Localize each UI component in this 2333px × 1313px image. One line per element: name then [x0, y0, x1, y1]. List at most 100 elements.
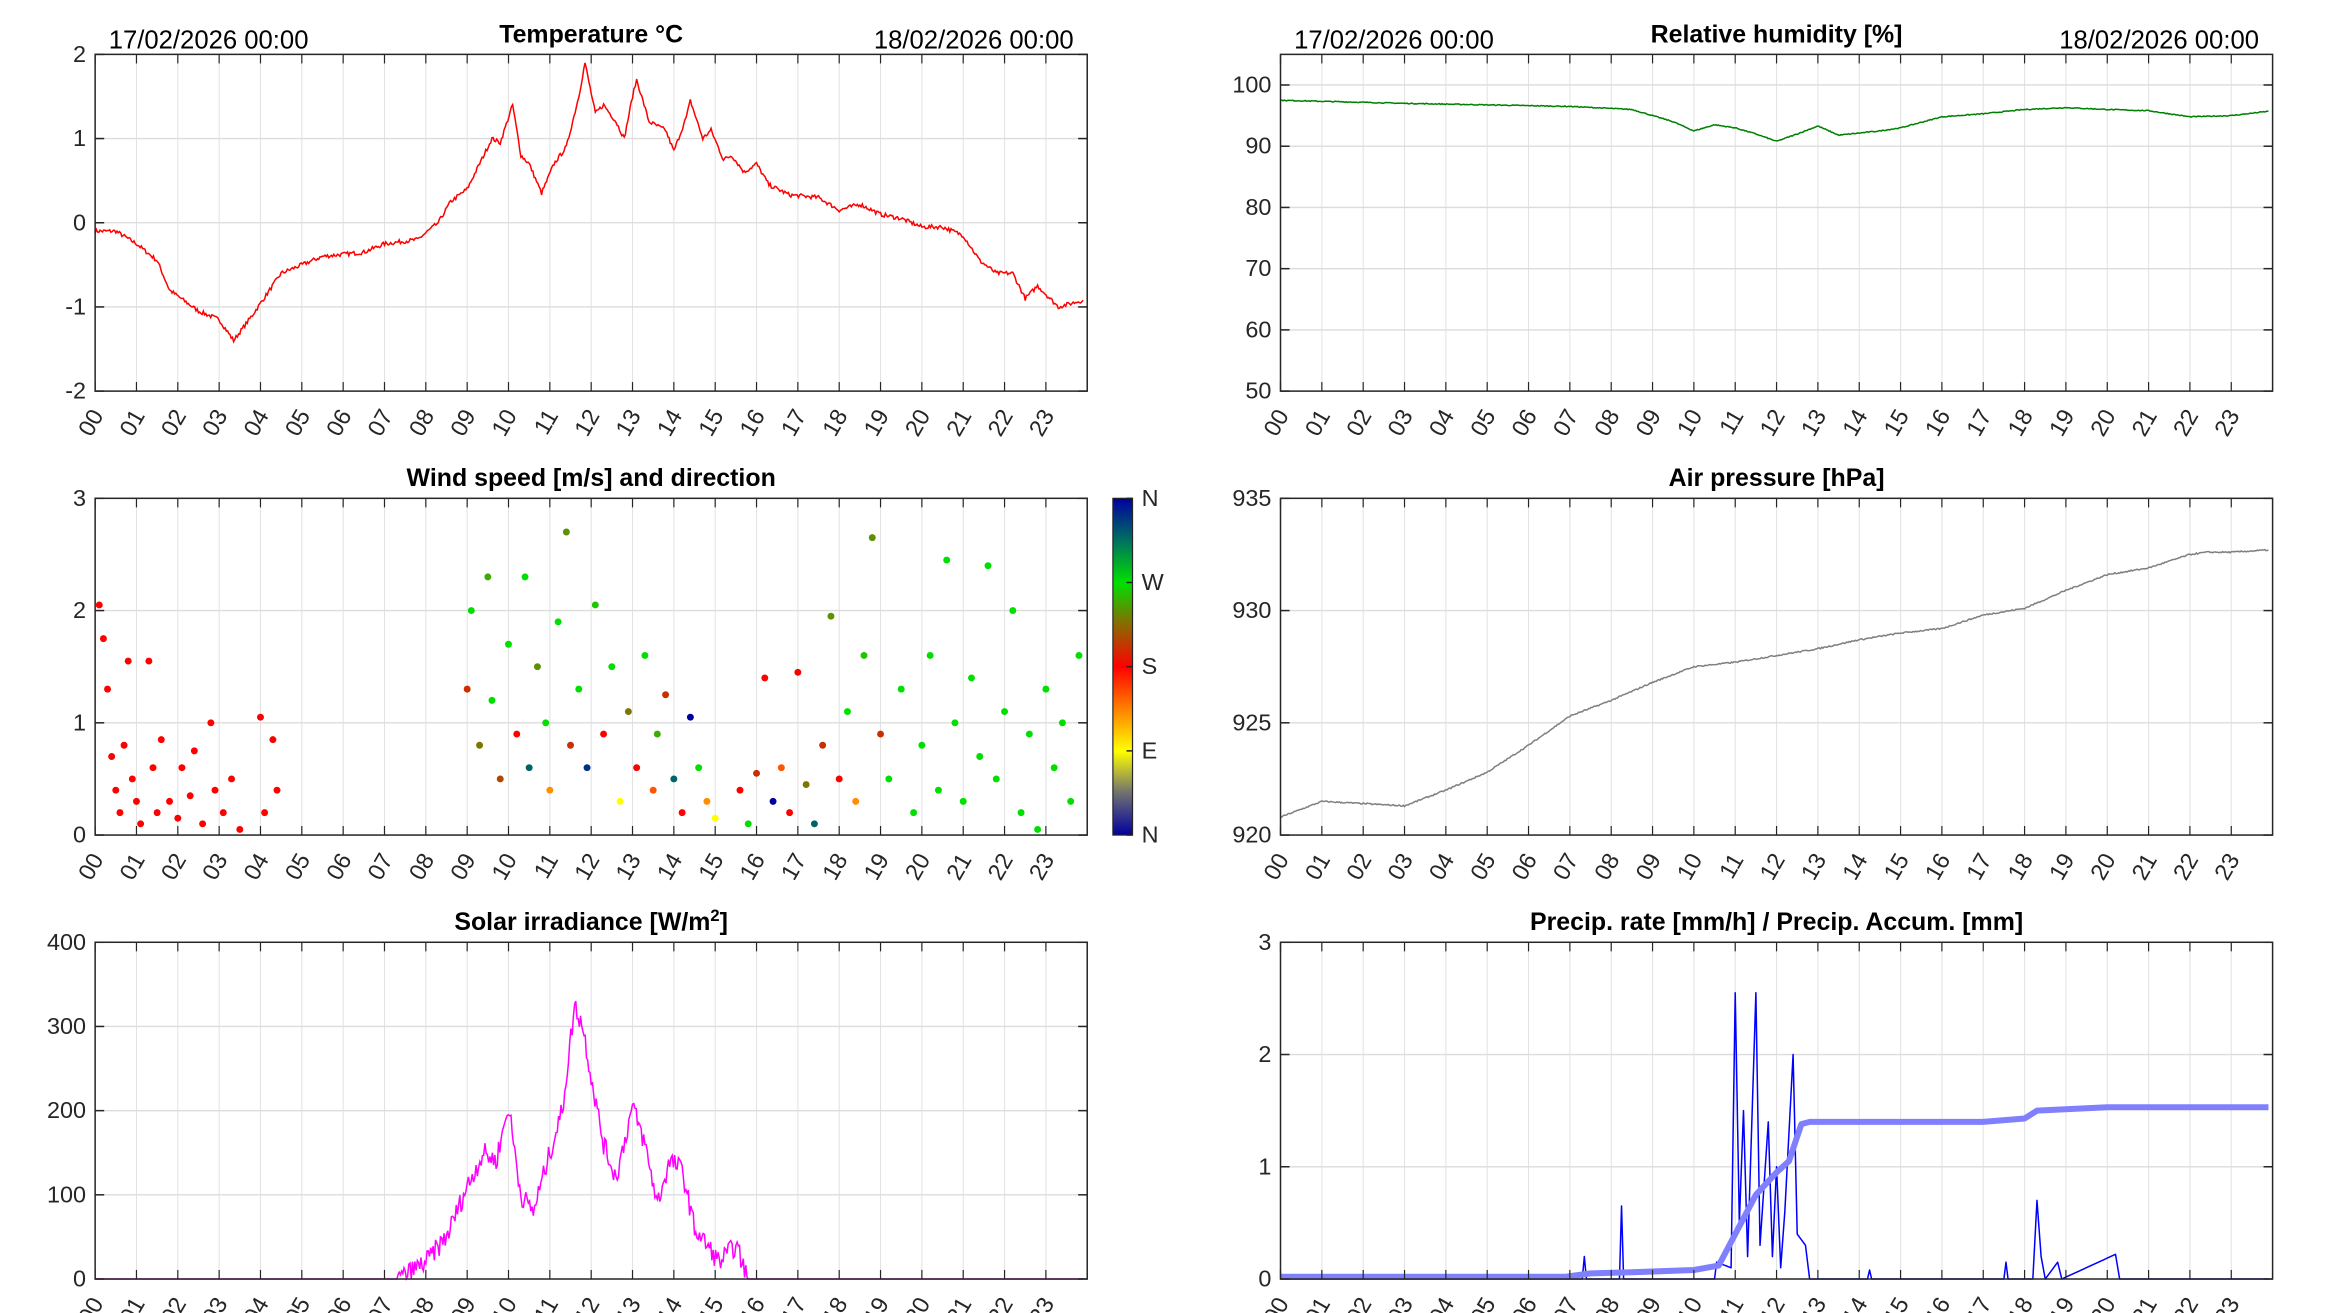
- x-tick-label: 01: [1300, 405, 1336, 441]
- wind-point: [951, 719, 959, 727]
- x-tick-label: 14: [1837, 849, 1873, 885]
- x-tick-label: 04: [1424, 849, 1460, 885]
- wind-point: [1001, 708, 1009, 716]
- x-tick-label: 18: [817, 849, 853, 885]
- x-tick-label: 16: [734, 405, 770, 441]
- wind-point: [484, 573, 492, 581]
- x-tick-label: 05: [1465, 405, 1501, 441]
- chart-title: Air pressure [hPa]: [1669, 464, 1885, 492]
- wind-point: [149, 764, 157, 772]
- x-tick-label: 14: [652, 1293, 688, 1313]
- wind-point: [852, 797, 860, 805]
- wind-point: [467, 607, 475, 615]
- y-tick-label: 1: [1258, 1153, 1271, 1179]
- x-tick-label: 21: [2126, 1293, 2162, 1313]
- wind-point: [711, 814, 719, 822]
- wind-point: [567, 741, 574, 749]
- wind-point: [662, 691, 670, 699]
- y-tick-label: 3: [73, 485, 86, 511]
- wind-point: [513, 730, 521, 738]
- precip-rate-line: [1280, 992, 2269, 1280]
- wind-point: [1042, 685, 1050, 693]
- x-tick-label: 02: [1341, 1293, 1377, 1313]
- y-tick-label: 1: [73, 125, 86, 151]
- x-tick-label: 15: [693, 405, 729, 441]
- wind-point: [95, 601, 103, 609]
- x-tick-label: 15: [1878, 1293, 1914, 1313]
- x-tick-label: 03: [197, 1293, 233, 1313]
- precip-chart: 00 01 02 03 04 05 06 07 08 09 10 11 12 13 14 15 16 17 18 19…: [1258, 908, 2274, 1313]
- x-tick-label: 17: [1961, 1293, 1997, 1313]
- y-tick-label: 2: [73, 597, 86, 623]
- wind-point: [269, 736, 277, 744]
- x-tick-label: 23: [1024, 849, 1060, 885]
- wind-point: [641, 651, 649, 659]
- x-tick-label: 10: [486, 849, 522, 885]
- x-tick-label: 12: [1754, 849, 1790, 885]
- wind-point: [695, 764, 703, 772]
- x-tick-label: 21: [941, 405, 977, 441]
- x-tick-label: 10: [1672, 1293, 1708, 1313]
- wind-point: [943, 556, 951, 564]
- x-tick-label: 03: [1382, 405, 1418, 441]
- end-date-right: 18/02/2026 00:00: [2059, 26, 2259, 54]
- start-date-right: 17/02/2026 00:00: [1294, 26, 1494, 54]
- wind-point: [583, 764, 591, 772]
- x-tick-label: 15: [1878, 849, 1914, 885]
- chart-title: Precip. rate [mm/h] / Precip. Accum. [mm…: [1530, 908, 2023, 936]
- solar-line: [95, 1000, 1084, 1282]
- wind-point: [575, 685, 583, 693]
- x-tick-label: 04: [1424, 1293, 1460, 1313]
- y-tick-label: 0: [73, 822, 86, 848]
- x-tick-label: 16: [1920, 1293, 1956, 1313]
- x-tick-label: 08: [1589, 405, 1625, 441]
- x-tick-label: 23: [2209, 1293, 2245, 1313]
- x-tick-label: 06: [321, 849, 357, 885]
- wind-point: [554, 618, 562, 626]
- wind-point: [104, 685, 112, 693]
- wind-point: [219, 809, 227, 817]
- x-tick-label: 04: [1424, 405, 1460, 441]
- x-tick-label: 04: [238, 1293, 274, 1313]
- wind-point: [608, 663, 616, 671]
- y-tick-label: 925: [1232, 709, 1271, 735]
- x-tick-label: 11: [529, 849, 564, 883]
- chart-title: Relative humidity [%]: [1651, 20, 1903, 48]
- y-tick-label: 3: [1258, 929, 1271, 955]
- wind-point: [868, 534, 876, 542]
- x-tick-label: 16: [1920, 405, 1956, 441]
- x-tick-label: 14: [1837, 405, 1873, 441]
- x-tick-label: 20: [900, 405, 936, 441]
- wind-point: [525, 764, 533, 772]
- wind-point: [918, 741, 926, 749]
- y-tick-label: 80: [1245, 194, 1271, 220]
- wind-point: [228, 775, 236, 783]
- wind-point: [174, 814, 182, 822]
- wind-point: [476, 741, 484, 749]
- temperature-chart: 00 01 02 03 04 05 06 07 08 09 10 11 12 13 14 15 16 17 18 19…: [65, 20, 1088, 441]
- x-tick-label: 14: [652, 849, 688, 885]
- x-tick-label: 13: [1796, 849, 1832, 885]
- wind-point: [1058, 719, 1066, 727]
- x-tick-label: 22: [982, 849, 1018, 885]
- x-tick-label: 15: [693, 849, 729, 885]
- x-tick-label: 17: [1961, 405, 1997, 441]
- x-tick-label: 10: [1672, 849, 1708, 885]
- wind-point: [546, 786, 554, 794]
- x-tick-label: 11: [529, 1293, 564, 1313]
- wind-point: [976, 753, 984, 760]
- wind-point: [591, 601, 599, 609]
- wind-point: [153, 809, 161, 817]
- x-tick-label: 12: [569, 405, 605, 441]
- y-tick-label: 60: [1245, 316, 1271, 342]
- y-tick-label: 935: [1232, 485, 1271, 511]
- title-end: ]: [720, 908, 728, 936]
- x-tick-label: 06: [1506, 405, 1542, 441]
- wind-point: [984, 562, 992, 570]
- y-tick-label: 920: [1232, 822, 1271, 848]
- wind-point: [835, 775, 843, 783]
- x-tick-label: 02: [156, 1293, 192, 1313]
- x-tick-label: 12: [1754, 405, 1790, 441]
- wind-point: [186, 792, 194, 800]
- y-tick-label: 300: [47, 1013, 86, 1039]
